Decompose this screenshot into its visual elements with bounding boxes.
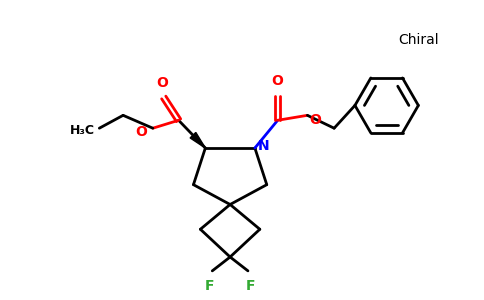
Text: O: O bbox=[272, 74, 284, 88]
Text: O: O bbox=[135, 125, 147, 139]
Text: F: F bbox=[205, 279, 214, 293]
Text: H₃C: H₃C bbox=[70, 124, 95, 137]
Text: N: N bbox=[258, 139, 270, 153]
Text: F: F bbox=[246, 279, 256, 293]
Text: O: O bbox=[309, 113, 321, 127]
Polygon shape bbox=[190, 132, 205, 148]
Text: Chiral: Chiral bbox=[398, 33, 439, 47]
Text: O: O bbox=[156, 76, 167, 90]
